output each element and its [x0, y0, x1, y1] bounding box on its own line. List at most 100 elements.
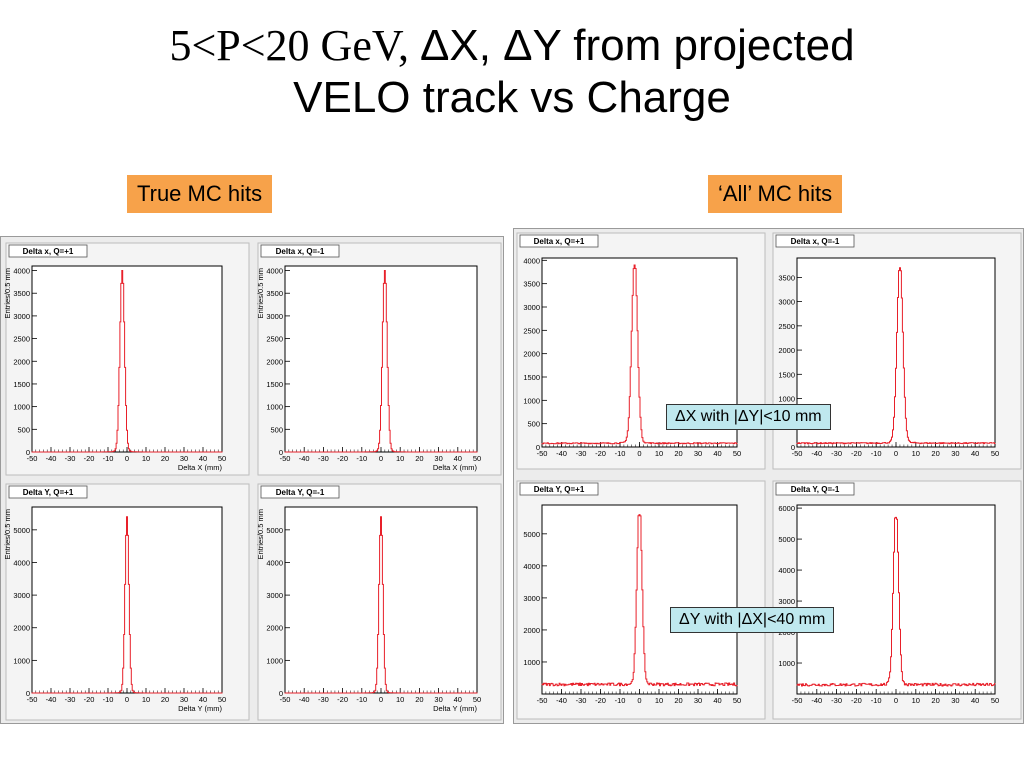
x-tick-label: 10	[655, 696, 663, 705]
label-all-mc-hits: ‘All’ MC hits	[708, 175, 843, 213]
x-tick-label: 50	[991, 696, 999, 705]
x-tick-label: -50	[537, 696, 548, 705]
y-tick-label: 3000	[13, 591, 30, 600]
y-tick-label: 3000	[266, 312, 283, 321]
x-tick-label: -40	[811, 449, 822, 458]
x-tick-label: -50	[792, 449, 803, 458]
y-tick-label: 2500	[266, 335, 283, 344]
x-tick-label: 10	[142, 454, 150, 463]
x-axis-label: Delta X (mm)	[178, 463, 223, 472]
y-tick-label: 1000	[778, 395, 795, 404]
x-tick-label: -10	[356, 454, 367, 463]
plot-title-box	[519, 482, 599, 496]
x-tick-label: 40	[454, 454, 462, 463]
histogram-line	[284, 270, 478, 453]
x-tick-label: 20	[674, 449, 682, 458]
y-tick-label: 3000	[523, 594, 540, 603]
x-tick-label: 20	[931, 696, 939, 705]
x-tick-label: -50	[27, 454, 38, 463]
x-axis-label: Delta Y (mm)	[178, 704, 222, 713]
x-tick-label: 10	[142, 695, 150, 704]
histogram-1: Delta x, Q=+1-50 -40 -30 -20 -10 0 10 20 30 40 500…	[3, 242, 250, 476]
y-tick-label: 1000	[778, 659, 795, 668]
x-tick-label: 0	[125, 695, 129, 704]
x-tick-label: -30	[65, 454, 76, 463]
x-tick-label: -10	[871, 449, 882, 458]
y-tick-label: 5000	[778, 535, 795, 544]
x-tick-label: -30	[65, 695, 76, 704]
y-tick-label: 0	[26, 689, 30, 698]
plot-title: Delta Y, Q=-1	[276, 488, 325, 497]
y-tick-label: 2000	[266, 624, 283, 633]
y-tick-label: 4000	[13, 267, 30, 276]
x-tick-label: -50	[280, 695, 291, 704]
y-tick-label: 3500	[266, 289, 283, 298]
x-tick-label: -50	[792, 696, 803, 705]
x-tick-label: 20	[415, 695, 423, 704]
plot-frame	[284, 506, 478, 694]
x-tick-label: -20	[851, 449, 862, 458]
y-tick-label: 2500	[523, 326, 540, 335]
x-tick-label: 50	[473, 695, 481, 704]
label-true-mc-hits: True MC hits	[127, 175, 273, 213]
x-tick-label: 50	[473, 454, 481, 463]
x-tick-label: 10	[655, 449, 663, 458]
plot-title-box	[775, 234, 855, 248]
x-tick-label: -50	[280, 454, 291, 463]
x-tick-label: -30	[831, 696, 842, 705]
y-tick-label: 3500	[523, 280, 540, 289]
y-axis-label: Entries/0.5 mm	[256, 509, 265, 559]
y-tick-label: 2000	[13, 357, 30, 366]
plot-frame	[541, 504, 738, 695]
x-tick-label: -30	[576, 696, 587, 705]
histogram-6: Delta x, Q=-1 -50 -40 -30 -20 -10 0 10 20 30 40 50 0…	[772, 232, 1022, 470]
x-tick-label: 20	[161, 695, 169, 704]
plot-frame	[796, 504, 996, 695]
histogram-line	[31, 516, 223, 694]
x-tick-label: 0	[894, 449, 898, 458]
x-tick-label: -40	[46, 454, 57, 463]
y-tick-label: 3000	[13, 312, 30, 321]
y-axis-label: Entries/0.5 mm	[3, 268, 12, 318]
y-tick-label: 5000	[266, 526, 283, 535]
slide-title: 5<P<20 GeV, ΔX, ΔY from projected VELO t…	[0, 20, 1024, 124]
x-tick-label: 50	[733, 696, 741, 705]
x-axis-label: Delta X (mm)	[433, 463, 478, 472]
x-tick-label: 10	[912, 696, 920, 705]
x-tick-label: -10	[356, 695, 367, 704]
x-tick-label: 40	[199, 454, 207, 463]
x-tick-label: 0	[637, 449, 641, 458]
x-tick-label: 0	[894, 696, 898, 705]
x-tick-label: 0	[379, 695, 383, 704]
title-momentum-range: 5<P<20 GeV,	[169, 21, 420, 70]
y-tick-label: 4000	[266, 267, 283, 276]
x-tick-label: -40	[46, 695, 57, 704]
y-tick-label: 4000	[778, 566, 795, 575]
x-tick-label: -10	[103, 695, 114, 704]
x-tick-label: 50	[991, 449, 999, 458]
y-tick-label: 6000	[778, 504, 795, 513]
x-tick-label: -20	[595, 449, 606, 458]
x-tick-label: -20	[84, 454, 95, 463]
y-tick-label: 4000	[523, 562, 540, 571]
x-tick-label: -50	[27, 695, 38, 704]
histogram-line	[541, 514, 738, 687]
y-tick-label: 2000	[523, 626, 540, 635]
y-tick-label: 1000	[266, 403, 283, 412]
histogram-line	[31, 270, 223, 453]
x-tick-label: -10	[615, 449, 626, 458]
y-tick-label: 2000	[778, 346, 795, 355]
y-tick-label: 1000	[266, 656, 283, 665]
y-tick-label: 3500	[13, 289, 30, 298]
x-tick-label: -20	[337, 695, 348, 704]
title-line1: ΔX, ΔY from projected	[419, 21, 855, 70]
x-tick-label: 30	[434, 695, 442, 704]
x-tick-label: 30	[951, 696, 959, 705]
y-tick-label: 1000	[523, 396, 540, 405]
x-tick-label: 0	[125, 454, 129, 463]
x-tick-label: -10	[615, 696, 626, 705]
x-tick-label: -10	[103, 454, 114, 463]
y-tick-label: 3000	[266, 591, 283, 600]
y-tick-label: 4000	[523, 256, 540, 265]
